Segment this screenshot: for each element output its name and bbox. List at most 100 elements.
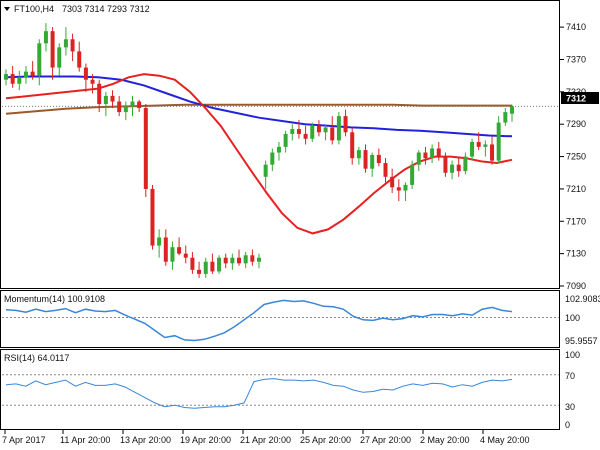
candle-body	[310, 125, 315, 139]
candle-body	[276, 146, 281, 153]
candle-body	[170, 247, 175, 262]
rsi-tick: 0	[565, 420, 570, 430]
time-tick-label: 19 Apr 20:00	[180, 435, 231, 445]
candle-body	[450, 164, 455, 173]
rsi-series	[2, 374, 559, 409]
candle-body	[303, 133, 308, 139]
candle-body	[17, 77, 22, 84]
candle-body	[323, 127, 328, 133]
candle-body	[97, 83, 102, 104]
candle-body	[350, 132, 355, 159]
momentum-panel-frame	[0, 290, 560, 348]
candle-body	[376, 154, 381, 164]
time-tick-label: 25 Apr 20:00	[300, 435, 351, 445]
price-tick-label: 7090	[566, 281, 586, 291]
candle-body	[403, 184, 408, 191]
rsi-tick: 30	[565, 402, 575, 412]
time-tick-label: 11 Apr 20:00	[60, 435, 110, 445]
current-price-label: 7312	[566, 94, 586, 104]
price-tick-label: 7130	[566, 249, 586, 259]
candle-body	[257, 257, 261, 262]
candle-body	[463, 156, 468, 172]
candle-body	[296, 129, 301, 134]
candle-body	[203, 261, 208, 274]
time-tick-label: 13 Apr 20:00	[120, 435, 171, 445]
candle-body	[63, 39, 68, 48]
momentum-tick: 100	[565, 313, 580, 323]
candle-body	[183, 253, 188, 258]
candle-body	[496, 122, 501, 161]
candle-body	[50, 31, 55, 68]
candle-body	[410, 164, 415, 185]
candle-body	[23, 71, 28, 78]
candle-body	[37, 43, 42, 76]
candle-body	[363, 150, 368, 169]
price-tick-label: 7330	[566, 87, 586, 97]
rsi-panel-frame	[0, 349, 560, 430]
candle-body	[230, 257, 235, 264]
rsi-tick: 70	[565, 371, 575, 381]
candle-body	[456, 164, 461, 172]
candle-body	[390, 176, 395, 188]
candle-body	[470, 142, 475, 157]
candle-body	[430, 148, 435, 159]
symbol-label: FT100,H4	[14, 4, 54, 14]
price-tick-label: 7410	[566, 22, 586, 32]
candle-body	[237, 257, 242, 264]
candle-body	[4, 74, 8, 80]
momentum-series	[2, 299, 559, 342]
momentum-title: Momentum(14) 100.9108	[4, 294, 105, 304]
price-tick-label: 7290	[566, 119, 586, 129]
candle-body	[163, 237, 168, 262]
time-tick-label: 4 May 20:00	[480, 435, 530, 445]
candle-body	[510, 106, 514, 114]
time-tick-label: 27 Apr 20:00	[360, 435, 411, 445]
triangle-down-icon[interactable]	[4, 7, 10, 11]
candle-body	[157, 237, 162, 246]
ma-mid-line	[5, 75, 513, 138]
candle-body	[370, 154, 375, 169]
momentum-tick: 95.9557	[565, 336, 598, 346]
candle-body	[137, 101, 142, 109]
candle-body	[210, 261, 215, 272]
candle-body	[490, 144, 495, 161]
candle-body	[396, 187, 401, 191]
candle-body	[356, 150, 361, 159]
candle-body	[57, 47, 62, 68]
candle-body	[43, 31, 48, 44]
candle-body	[150, 188, 155, 246]
candle-body	[250, 255, 255, 262]
candle-body	[77, 51, 82, 68]
candle-body	[443, 156, 448, 173]
candle-body	[83, 67, 88, 80]
candle-body	[283, 133, 288, 147]
candle-body	[416, 152, 421, 165]
current-price-tag	[561, 92, 599, 104]
candle-body	[263, 164, 268, 177]
price-tick-label: 7370	[566, 54, 586, 64]
rsi-title: RSI(14) 64.0117	[4, 353, 69, 363]
candle-body	[436, 148, 441, 157]
candle-body	[503, 112, 508, 123]
price-tick-label: 7170	[566, 216, 586, 226]
candle-body	[343, 116, 348, 133]
price-axis: 7410 7370 7330 7290 7250 7210 7170 7130 7090	[560, 22, 586, 291]
ma-fast-line	[5, 73, 513, 235]
candle-body	[330, 127, 335, 141]
candle-body	[290, 129, 295, 134]
candle-body	[190, 257, 195, 270]
candlesticks	[4, 23, 514, 278]
candle-body	[383, 163, 388, 177]
price-panel-frame	[0, 0, 560, 289]
candle-body	[110, 95, 115, 102]
candle-body	[103, 95, 108, 104]
candle-body	[423, 152, 428, 159]
candle-body	[336, 116, 341, 141]
candle-body	[483, 144, 488, 147]
momentum-tick: 102.9083	[565, 294, 600, 304]
candle-body	[316, 125, 321, 133]
candle-body	[123, 106, 128, 113]
candle-body	[10, 74, 15, 84]
candle-body	[243, 255, 248, 264]
